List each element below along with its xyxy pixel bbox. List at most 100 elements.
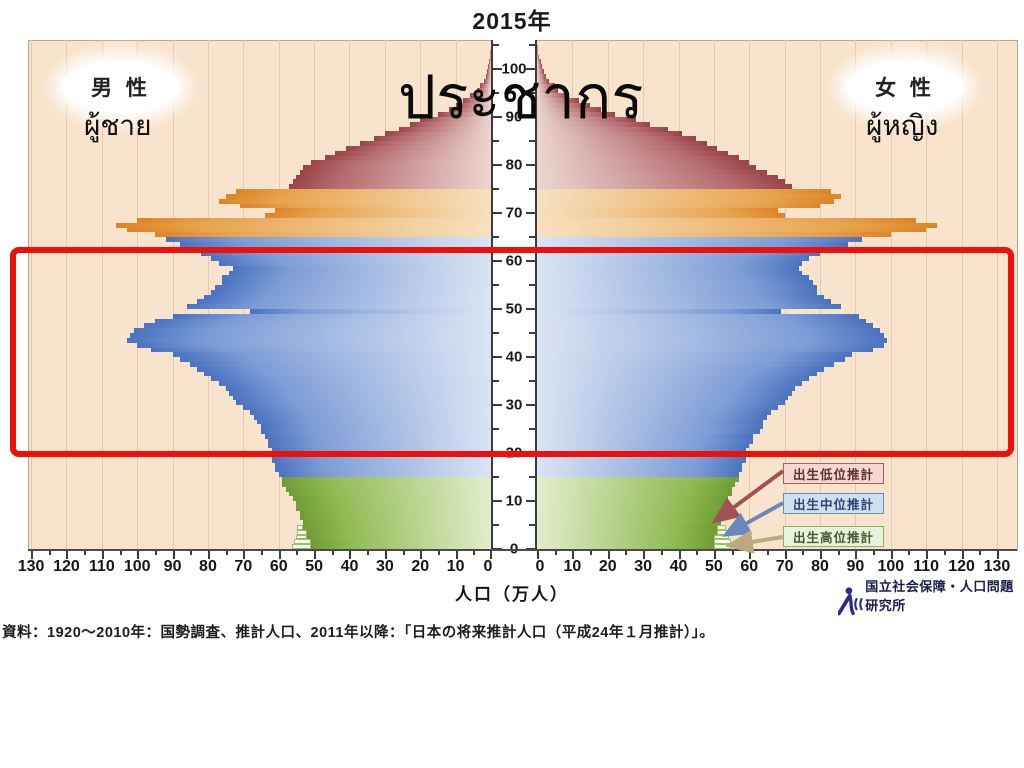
pyramid-bar-female — [537, 414, 767, 420]
pyramid-bar-male — [307, 529, 491, 535]
age-tick — [526, 68, 535, 70]
male-label-ellipse: 男 性 — [62, 60, 180, 114]
pyramid-bar-female — [537, 155, 739, 161]
pyramid-bar-male — [437, 112, 491, 118]
pyramid-bar-male — [489, 54, 491, 60]
pyramid-bar-female — [537, 222, 937, 228]
pyramid-bar-male — [211, 289, 491, 295]
projection-step-female — [717, 529, 727, 535]
x-axis-tick — [296, 551, 299, 555]
pyramid-bar-female — [537, 280, 813, 286]
pyramid-bar-male — [222, 275, 491, 281]
chart-title: 2015年 — [472, 8, 552, 34]
x-axis-tick-label: 130 — [983, 558, 1011, 575]
pyramid-bar-male — [229, 270, 491, 276]
pyramid-bar-male — [218, 198, 491, 204]
x-axis-tick — [243, 551, 246, 559]
pyramid-bar-female — [537, 481, 736, 487]
pyramid-bar-female — [537, 126, 668, 132]
pyramid-bar-female — [537, 525, 718, 531]
age-tick — [493, 140, 499, 142]
pyramid-bar-male — [275, 462, 491, 468]
pyramid-bar-male — [275, 467, 491, 473]
pyramid-bar-female — [537, 285, 817, 291]
pyramid-bar-female — [537, 333, 884, 339]
pyramid-bar-male — [172, 313, 491, 319]
pyramid-bar-female — [537, 289, 817, 295]
x-axis-tick-label: 130 — [17, 558, 45, 575]
x-axis-tick — [926, 551, 929, 559]
x-axis-tick-label: 120 — [53, 558, 80, 575]
age-tick-label: 70 — [505, 204, 523, 222]
x-axis-tick-label: 30 — [634, 558, 653, 575]
overlay-title-thai: ประชากร — [398, 64, 644, 131]
x-axis-tick-label: 10 — [563, 558, 582, 575]
x-axis-tick — [261, 551, 264, 555]
x-axis-tick-label: 60 — [269, 558, 288, 575]
age-tick — [526, 116, 535, 118]
pyramid-bar-male — [137, 217, 491, 223]
age-tick — [493, 92, 499, 94]
x-axis-tick — [802, 551, 805, 555]
x-axis-tick-label: 50 — [704, 558, 723, 575]
pyramid-bar-female — [537, 323, 874, 329]
pyramid-bar-male — [399, 126, 491, 132]
gridline — [961, 40, 963, 549]
pyramid-bar-female — [537, 237, 863, 243]
pyramid-bar-female — [537, 361, 835, 367]
pyramid-bar-male — [151, 347, 491, 353]
pyramid-bar-female — [537, 438, 753, 444]
pyramid-bar-female — [537, 477, 739, 483]
pyramid-bar-female — [537, 337, 888, 343]
x-axis-tick — [207, 551, 210, 559]
pyramid-bar-male — [126, 337, 491, 343]
age-tick — [493, 188, 499, 190]
pyramid-bar-female — [537, 59, 541, 65]
pyramid-bar-female — [537, 342, 884, 348]
pyramid-bar-male — [250, 409, 491, 415]
pyramid-bar-male — [282, 481, 491, 487]
pyramid-bar-female — [537, 160, 750, 166]
pyramid-bar-female — [537, 424, 764, 430]
pyramid-bar-male — [154, 232, 491, 238]
pyramid-bar-male — [218, 261, 491, 267]
gridline — [207, 40, 209, 549]
pyramid-bar-male — [462, 97, 491, 103]
pyramid-bar-male — [172, 352, 491, 358]
pyramid-bar-female — [537, 189, 831, 195]
age-tick — [529, 524, 535, 526]
pyramid-bar-male — [374, 136, 491, 142]
pyramid-bar-male — [165, 237, 491, 243]
female-label-kanji: 女 性 — [875, 77, 935, 100]
pyramid-bar-female — [537, 83, 555, 89]
pyramid-bar-female — [537, 443, 750, 449]
x-axis-tick-label: 0 — [483, 558, 493, 575]
pyramid-bar-male — [303, 165, 491, 171]
age-tick-label: 80 — [505, 156, 523, 174]
pyramid-bar-female — [537, 150, 729, 156]
pyramid-bar-female — [537, 107, 601, 113]
pyramid-bar-male — [232, 265, 491, 271]
x-axis-tick — [766, 551, 769, 555]
x-axis-tick-label: 20 — [411, 558, 430, 575]
pyramid-bar-male — [271, 448, 491, 454]
x-axis-tick — [996, 551, 999, 559]
pyramid-bar-female — [537, 429, 760, 435]
age-tick — [529, 332, 535, 334]
gridline — [101, 40, 103, 549]
pyramid-bar-male — [310, 160, 491, 166]
x-axis-tick-label: 110 — [88, 558, 115, 575]
legend-label-birth-low: 出生低位推計 — [792, 468, 874, 482]
pyramid-bar-female — [537, 73, 546, 79]
pyramid-bar-female — [537, 78, 550, 84]
pyramid-bar-female — [537, 529, 718, 535]
pyramid-bar-male — [222, 280, 491, 286]
pyramid-bar-male — [296, 501, 491, 507]
gridline — [66, 40, 68, 549]
pyramid-bar-male — [264, 433, 491, 439]
pyramid-bar-male — [487, 69, 491, 75]
x-axis-tick — [961, 551, 964, 559]
x-axis-tick — [31, 551, 34, 559]
female-label-ellipse: 女 性 — [846, 60, 964, 114]
pyramid-bar-female — [537, 472, 739, 478]
